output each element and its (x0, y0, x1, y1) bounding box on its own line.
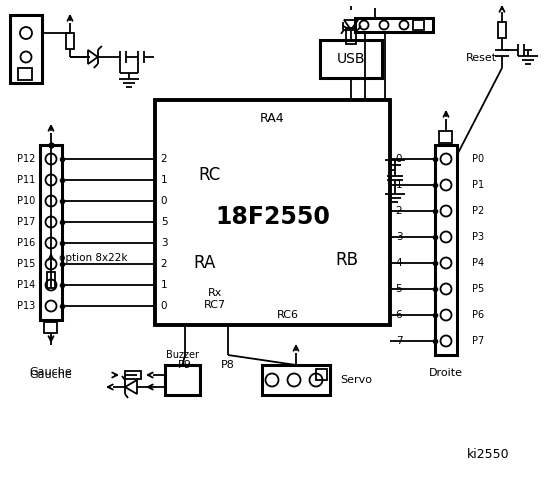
Bar (125, 371, 141, 379)
Text: 0: 0 (396, 154, 402, 164)
Text: RC6: RC6 (276, 310, 299, 320)
Bar (439, 131, 452, 143)
Text: Droite: Droite (429, 368, 463, 378)
Text: 4: 4 (396, 258, 403, 268)
Text: Rx: Rx (208, 288, 222, 298)
Text: 3: 3 (396, 232, 403, 242)
Bar (320, 40, 382, 78)
Text: P1: P1 (472, 180, 484, 190)
Circle shape (45, 279, 56, 290)
Bar (10, 15, 42, 83)
Text: 5: 5 (161, 217, 168, 227)
Circle shape (45, 238, 56, 249)
Circle shape (359, 21, 368, 29)
Circle shape (265, 373, 279, 386)
Text: RC: RC (199, 166, 221, 184)
Bar (346, 28, 356, 44)
Text: P14: P14 (17, 280, 35, 290)
Circle shape (310, 373, 322, 386)
Circle shape (441, 284, 451, 295)
Text: P17: P17 (17, 217, 35, 227)
Text: 3: 3 (161, 238, 168, 248)
Bar (262, 365, 330, 395)
Bar (435, 145, 457, 355)
Text: 18F2550: 18F2550 (215, 205, 330, 229)
Text: P7: P7 (472, 336, 484, 346)
Circle shape (441, 257, 451, 268)
Text: P4: P4 (472, 258, 484, 268)
Text: 2: 2 (161, 259, 168, 269)
Text: Gauche: Gauche (30, 367, 72, 377)
Text: option 8x22k: option 8x22k (59, 253, 127, 263)
Circle shape (45, 195, 56, 206)
Text: RC7: RC7 (204, 300, 226, 310)
Text: P8: P8 (221, 360, 235, 370)
Circle shape (441, 310, 451, 321)
Text: P0: P0 (472, 154, 484, 164)
Bar (18, 68, 32, 80)
Text: Buzzer: Buzzer (166, 350, 199, 360)
Bar (40, 145, 62, 320)
Text: P16: P16 (17, 238, 35, 248)
Circle shape (20, 51, 32, 62)
Circle shape (441, 231, 451, 242)
Text: Reset: Reset (466, 53, 497, 63)
Circle shape (45, 216, 56, 228)
Text: RA: RA (194, 254, 216, 272)
Text: 1: 1 (161, 175, 168, 185)
Circle shape (399, 21, 409, 29)
Circle shape (45, 154, 56, 165)
Text: P11: P11 (17, 175, 35, 185)
Text: RB: RB (336, 251, 358, 269)
Text: P5: P5 (472, 284, 484, 294)
Bar (165, 365, 200, 395)
Text: P3: P3 (472, 232, 484, 242)
Circle shape (45, 175, 56, 185)
Text: 2: 2 (161, 154, 168, 164)
Circle shape (441, 180, 451, 191)
Text: 0: 0 (161, 196, 167, 206)
Circle shape (288, 373, 300, 386)
Bar (316, 369, 327, 380)
Text: 1: 1 (396, 180, 403, 190)
Bar (47, 272, 55, 288)
Bar (355, 18, 433, 32)
Bar (155, 100, 390, 325)
Text: 0: 0 (161, 301, 167, 311)
Text: P15: P15 (17, 259, 35, 269)
Circle shape (441, 205, 451, 216)
Text: Gauche: Gauche (30, 370, 72, 380)
Circle shape (45, 300, 56, 312)
Text: P2: P2 (472, 206, 484, 216)
Circle shape (441, 154, 451, 165)
Bar (498, 22, 506, 38)
Text: P13: P13 (17, 301, 35, 311)
Text: P12: P12 (17, 154, 35, 164)
Circle shape (379, 21, 389, 29)
Text: P10: P10 (17, 196, 35, 206)
Text: 2: 2 (396, 206, 403, 216)
Text: 1: 1 (161, 280, 168, 290)
Text: ki2550: ki2550 (467, 448, 509, 461)
Circle shape (441, 336, 451, 347)
Text: RA4: RA4 (260, 111, 285, 124)
Text: 5: 5 (396, 284, 403, 294)
Text: Servo: Servo (340, 375, 372, 385)
Circle shape (45, 259, 56, 269)
Text: 7: 7 (396, 336, 403, 346)
Text: P6: P6 (472, 310, 484, 320)
Text: USB: USB (337, 52, 365, 66)
Bar (66, 33, 74, 49)
Text: 6: 6 (396, 310, 403, 320)
Bar (44, 322, 57, 333)
Bar (413, 20, 424, 30)
Text: P9: P9 (178, 360, 192, 370)
Circle shape (20, 27, 32, 39)
